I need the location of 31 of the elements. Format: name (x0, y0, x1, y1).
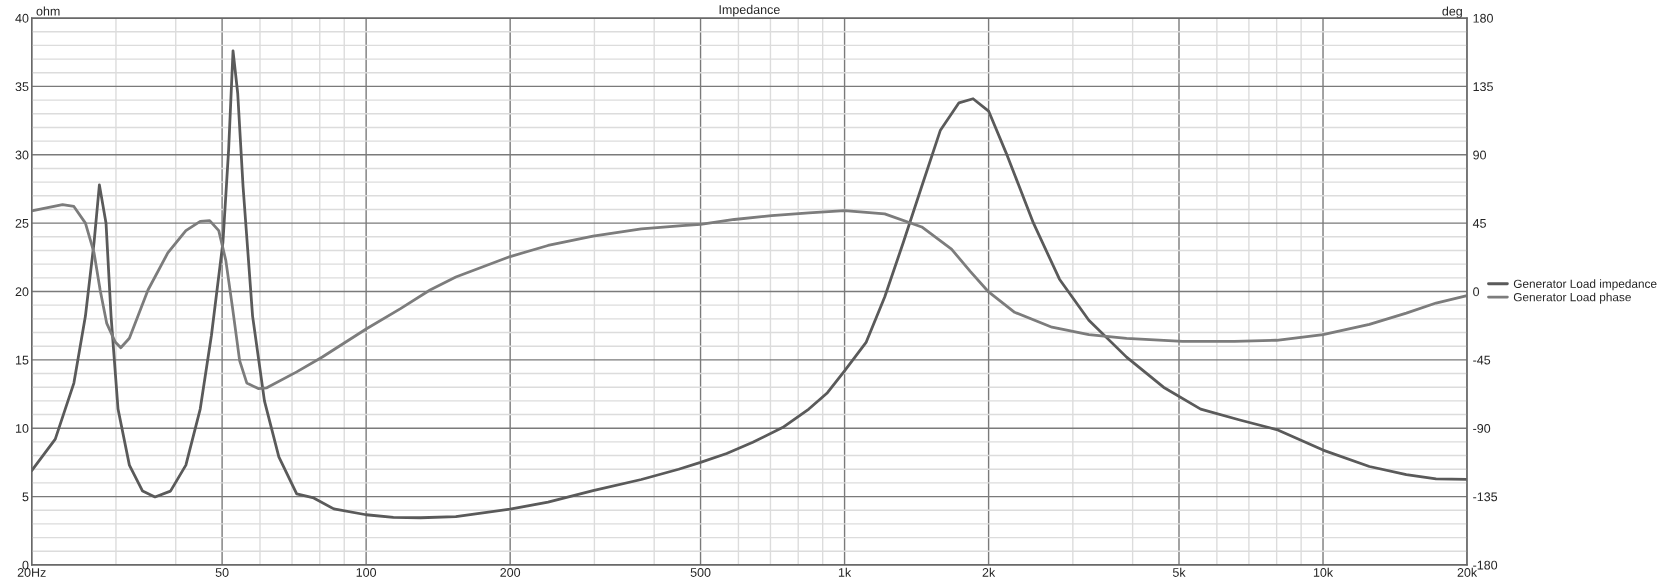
y2-tick-label: -90 (1473, 424, 1491, 433)
y-axis-title: ohm (36, 6, 60, 16)
y2-axis-title: deg (1442, 6, 1462, 19)
x-tick-label: 10k (1313, 567, 1334, 577)
x-tick-label: 1k (838, 567, 852, 577)
x-tick-label: 50 (215, 568, 229, 577)
x-tick-label: 20Hz (17, 568, 46, 577)
y-tick-label: 40 (15, 13, 29, 23)
x-tick-label: 500 (690, 568, 711, 577)
x-tick-label: 5k (1172, 567, 1186, 577)
y-tick-label: 5 (22, 492, 29, 502)
x-tick-label: 2k (982, 567, 996, 577)
y2-tick-label: 0 (1473, 287, 1480, 297)
y-tick-label: 20 (15, 287, 29, 297)
legend-label: Generator Load impedance (1513, 279, 1657, 291)
y-tick-label: 30 (15, 150, 29, 160)
chart-title: Impedance (719, 4, 780, 17)
y-tick-label: 10 (15, 424, 29, 433)
y2-tick-label: 135 (1473, 82, 1493, 92)
x-tick-label: 200 (500, 568, 521, 577)
y-tick-label: 15 (15, 355, 29, 365)
y2-tick-label: -135 (1473, 492, 1498, 502)
y2-tick-label: 45 (1472, 219, 1486, 228)
legend-label: Generator Load phase (1513, 292, 1631, 304)
y-tick-label: 25 (15, 218, 29, 228)
y2-tick-label: 90 (1473, 150, 1487, 160)
y2-tick-label: -45 (1473, 355, 1491, 365)
y2-tick-label: 180 (1473, 13, 1493, 23)
x-tick-label: 100 (356, 568, 377, 577)
y-tick-label: 35 (15, 82, 29, 92)
y-tick-label: 0 (22, 560, 29, 570)
